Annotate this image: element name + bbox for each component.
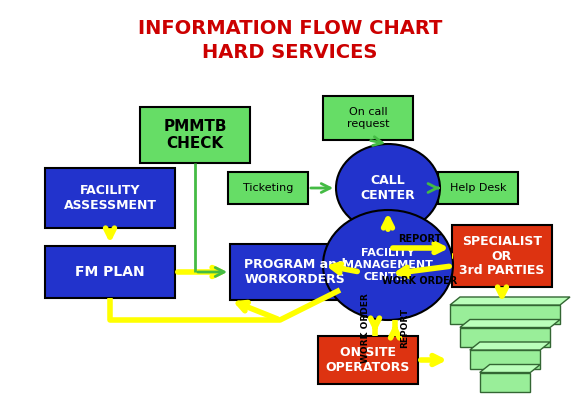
Text: WORK ORDER: WORK ORDER xyxy=(361,293,370,363)
Polygon shape xyxy=(470,342,550,350)
FancyBboxPatch shape xyxy=(45,168,175,228)
FancyBboxPatch shape xyxy=(438,172,518,204)
Text: CALL
CENTER: CALL CENTER xyxy=(361,174,415,202)
FancyBboxPatch shape xyxy=(460,328,550,346)
FancyBboxPatch shape xyxy=(228,172,308,204)
Text: PMMTB
CHECK: PMMTB CHECK xyxy=(163,119,227,151)
FancyBboxPatch shape xyxy=(45,246,175,298)
Text: SPECIALIST
OR
3rd PARTIES: SPECIALIST OR 3rd PARTIES xyxy=(459,234,545,278)
Ellipse shape xyxy=(336,144,440,232)
Text: FACILITY
ASSESSMENT: FACILITY ASSESSMENT xyxy=(63,184,157,212)
Text: ON SITE
OPERATORS: ON SITE OPERATORS xyxy=(326,346,410,374)
Text: REPORT: REPORT xyxy=(398,234,442,244)
Polygon shape xyxy=(450,297,570,305)
FancyBboxPatch shape xyxy=(450,305,560,324)
Ellipse shape xyxy=(323,210,453,320)
Polygon shape xyxy=(460,319,560,328)
FancyBboxPatch shape xyxy=(480,372,530,392)
FancyBboxPatch shape xyxy=(470,350,540,369)
Text: WORK ORDER: WORK ORDER xyxy=(382,276,458,286)
FancyBboxPatch shape xyxy=(230,244,360,300)
FancyBboxPatch shape xyxy=(452,225,552,287)
Text: HARD SERVICES: HARD SERVICES xyxy=(202,42,378,61)
Text: REPORT: REPORT xyxy=(400,308,409,348)
Text: Ticketing: Ticketing xyxy=(243,183,293,193)
Text: On call
request: On call request xyxy=(347,107,389,129)
Polygon shape xyxy=(480,365,541,372)
FancyBboxPatch shape xyxy=(318,336,418,384)
Text: PROGRAM and
WORKORDERS: PROGRAM and WORKORDERS xyxy=(244,258,346,286)
Text: Help Desk: Help Desk xyxy=(450,183,506,193)
Text: FACILITY
MANAGEMENT
CENTER: FACILITY MANAGEMENT CENTER xyxy=(343,248,433,281)
Text: FM PLAN: FM PLAN xyxy=(75,265,145,279)
FancyBboxPatch shape xyxy=(140,107,250,163)
FancyBboxPatch shape xyxy=(323,96,413,140)
Text: INFORMATION FLOW CHART: INFORMATION FLOW CHART xyxy=(138,19,442,37)
